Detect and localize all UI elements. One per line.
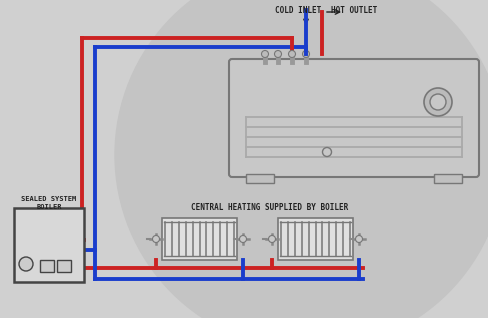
Circle shape (355, 236, 363, 243)
Circle shape (274, 51, 282, 58)
Circle shape (424, 88, 452, 116)
Circle shape (430, 94, 446, 110)
Bar (434, 174, 462, 183)
Circle shape (262, 51, 268, 58)
Bar (14, 208, 84, 282)
Text: COLD INLET: COLD INLET (275, 6, 321, 15)
Circle shape (323, 148, 331, 156)
Bar (57, 260, 71, 272)
Circle shape (19, 257, 33, 271)
Bar (162, 218, 237, 260)
Bar (246, 174, 274, 183)
Circle shape (303, 51, 309, 58)
Circle shape (152, 236, 160, 243)
Bar (40, 260, 54, 272)
Bar (278, 218, 353, 260)
Circle shape (115, 0, 488, 318)
FancyBboxPatch shape (229, 59, 479, 177)
Circle shape (288, 51, 296, 58)
Text: SEALED SYSTEM: SEALED SYSTEM (21, 196, 77, 202)
Text: BOILER: BOILER (36, 204, 62, 210)
Text: HOT OUTLET: HOT OUTLET (331, 6, 377, 15)
Circle shape (240, 236, 246, 243)
Circle shape (268, 236, 276, 243)
Text: CENTRAL HEATING SUPPLIED BY BOILER: CENTRAL HEATING SUPPLIED BY BOILER (191, 203, 348, 212)
